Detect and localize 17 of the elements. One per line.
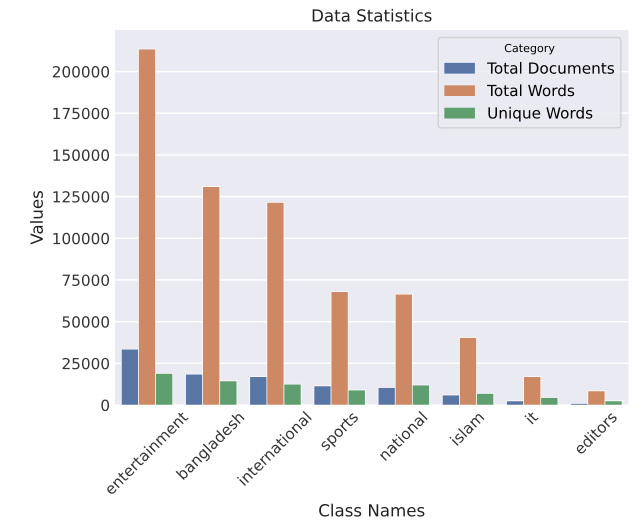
y-tick-label: 100000 bbox=[53, 232, 110, 244]
y-tick-label: 200000 bbox=[52, 66, 110, 78]
legend-label: Unique Words bbox=[488, 106, 592, 122]
legend-label: Total Words bbox=[487, 84, 574, 96]
y-tick-label: 25000 bbox=[62, 358, 110, 370]
legend-title: Category bbox=[504, 44, 555, 54]
y-tick-label: 75000 bbox=[62, 274, 110, 286]
y-tick-label: 150000 bbox=[53, 149, 110, 161]
y-axis-title: Values bbox=[30, 191, 43, 245]
x-axis-title: Class Names bbox=[319, 504, 424, 517]
legend-label: Total Documents bbox=[487, 62, 614, 74]
chart-title: Data Statistics bbox=[312, 8, 432, 22]
y-tick-label: 0 bbox=[101, 400, 110, 412]
y-tick-label: 125000 bbox=[53, 191, 110, 203]
y-tick-label: 50000 bbox=[62, 316, 110, 328]
y-tick-label: 175000 bbox=[53, 108, 110, 120]
x-tick-label: it bbox=[524, 410, 539, 424]
